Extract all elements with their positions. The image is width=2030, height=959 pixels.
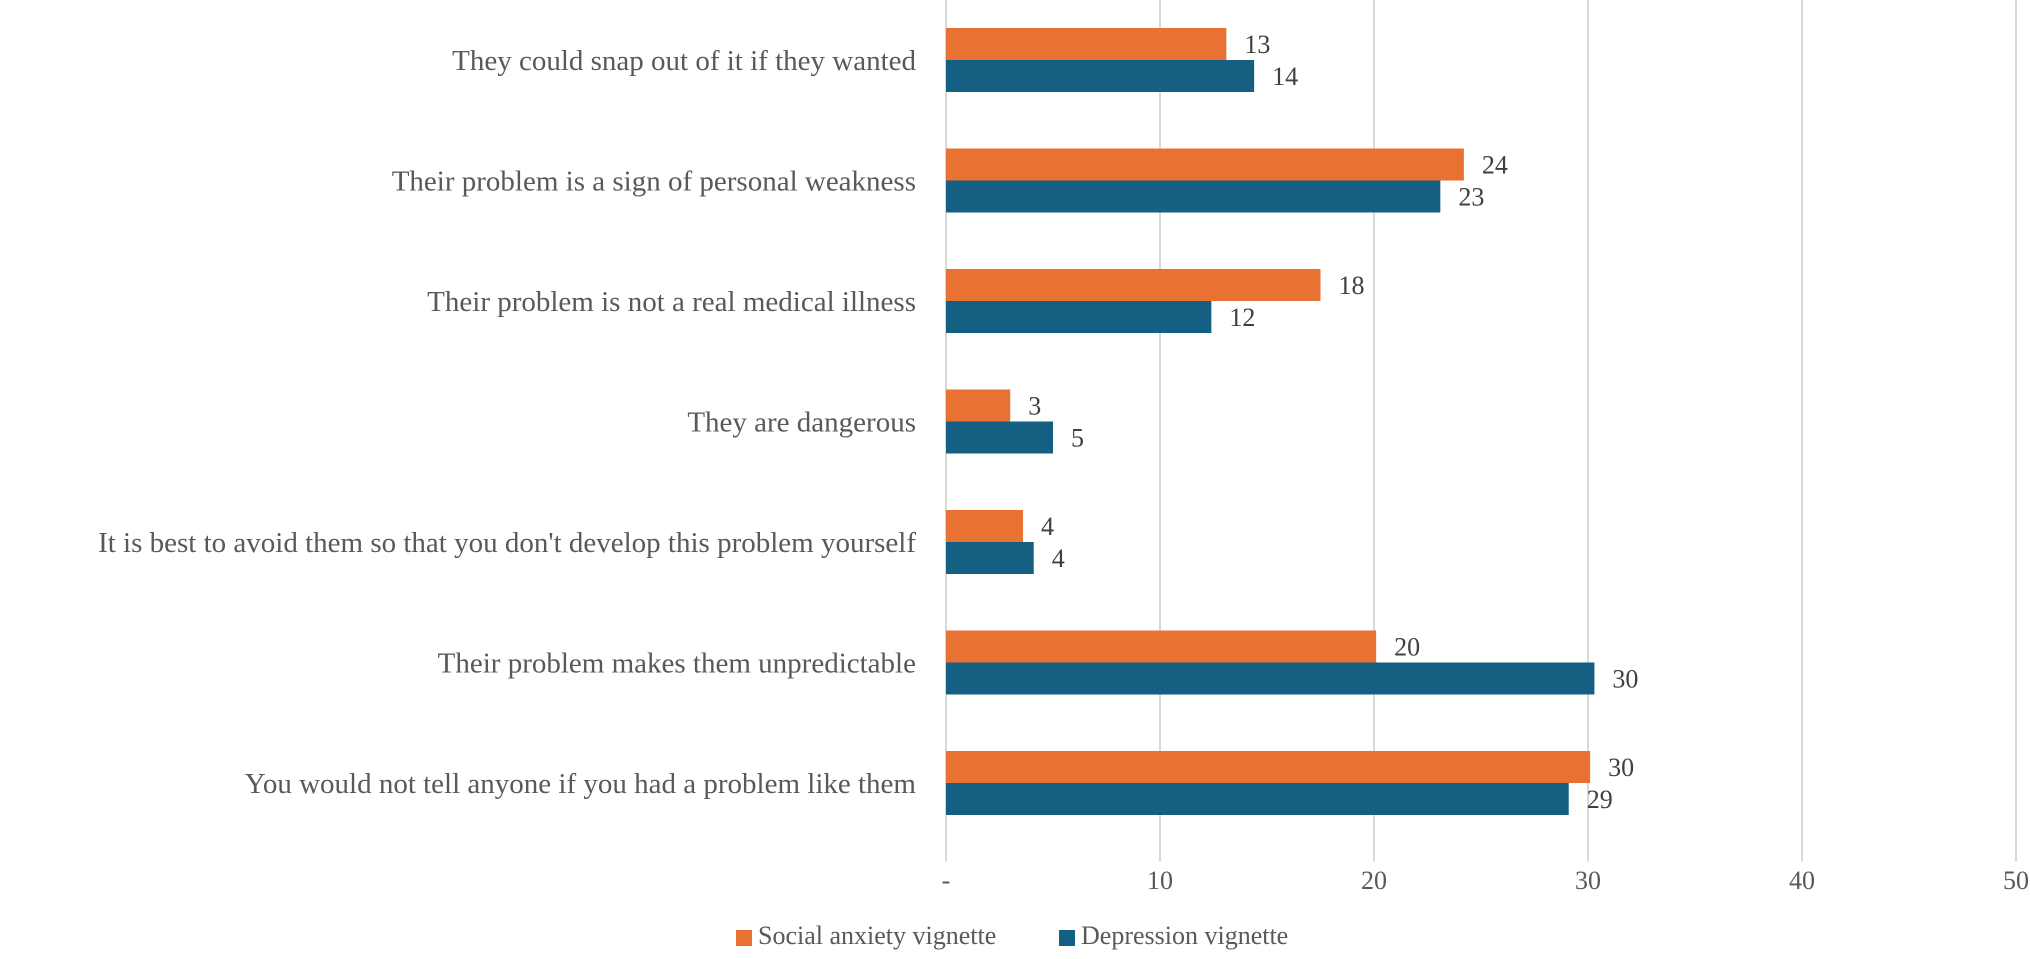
- x-tick-label: -: [942, 866, 951, 895]
- legend-label-social-anxiety: Social anxiety vignette: [758, 921, 996, 950]
- social-anxiety-bar: [946, 510, 1024, 542]
- category-label: You would not tell anyone if you had a p…: [245, 768, 917, 800]
- x-tick-label: 30: [1575, 866, 1601, 895]
- x-tick-label: 20: [1361, 866, 1387, 895]
- depression-bar: [946, 542, 1034, 574]
- category-label: They could snap out of it if they wanted: [452, 45, 916, 77]
- depression-value-label: 23: [1458, 183, 1484, 212]
- legend-swatch-social-anxiety: [736, 930, 752, 946]
- legend-swatch-depression: [1059, 930, 1075, 946]
- social-anxiety-value-label: 20: [1394, 633, 1420, 662]
- depression-bar: [946, 180, 1441, 213]
- depression-value-label: 12: [1229, 303, 1255, 332]
- depression-bar: [946, 783, 1569, 815]
- social-anxiety-value-label: 4: [1041, 512, 1054, 541]
- depression-value-label: 29: [1587, 785, 1613, 814]
- category-label: They are dangerous: [687, 407, 916, 439]
- category-label: It is best to avoid them so that you don…: [98, 527, 916, 559]
- depression-bar: [946, 60, 1255, 92]
- depression-bar: [946, 301, 1212, 333]
- x-tick-label: 50: [2003, 866, 2029, 895]
- x-tick-label: 40: [1789, 866, 1815, 895]
- depression-value-label: 14: [1272, 62, 1298, 91]
- category-label: Their problem is not a real medical illn…: [427, 286, 916, 318]
- social-anxiety-value-label: 13: [1244, 30, 1270, 59]
- social-anxiety-bar: [946, 148, 1464, 181]
- social-anxiety-bar: [946, 751, 1591, 783]
- social-anxiety-value-label: 18: [1339, 271, 1365, 300]
- category-label: Their problem is a sign of personal weak…: [392, 166, 916, 198]
- social-anxiety-value-label: 30: [1608, 753, 1634, 782]
- social-anxiety-value-label: 3: [1028, 392, 1041, 421]
- social-anxiety-value-label: 24: [1482, 151, 1508, 180]
- depression-value-label: 5: [1071, 424, 1084, 453]
- gridlines: [945, 0, 2017, 862]
- social-anxiety-bar: [946, 269, 1321, 301]
- depression-bar: [946, 662, 1595, 695]
- x-axis-ticks: - 10 20 30 40 50: [942, 866, 2029, 895]
- social-anxiety-bar: [946, 28, 1227, 60]
- legend-label-depression: Depression vignette: [1081, 921, 1288, 950]
- depression-value-label: 30: [1612, 665, 1638, 694]
- x-tick-label: 10: [1147, 866, 1173, 895]
- bars: [946, 28, 1595, 815]
- depression-value-label: 4: [1052, 544, 1065, 573]
- social-anxiety-bar: [946, 630, 1377, 663]
- category-label: Their problem makes them unpredictable: [438, 648, 916, 680]
- category-labels: They could snap out of it if they wanted…: [98, 45, 916, 800]
- social-anxiety-bar: [946, 389, 1011, 422]
- depression-bar: [946, 421, 1053, 454]
- legend: Social anxiety vignette Depression vignet…: [736, 921, 1288, 950]
